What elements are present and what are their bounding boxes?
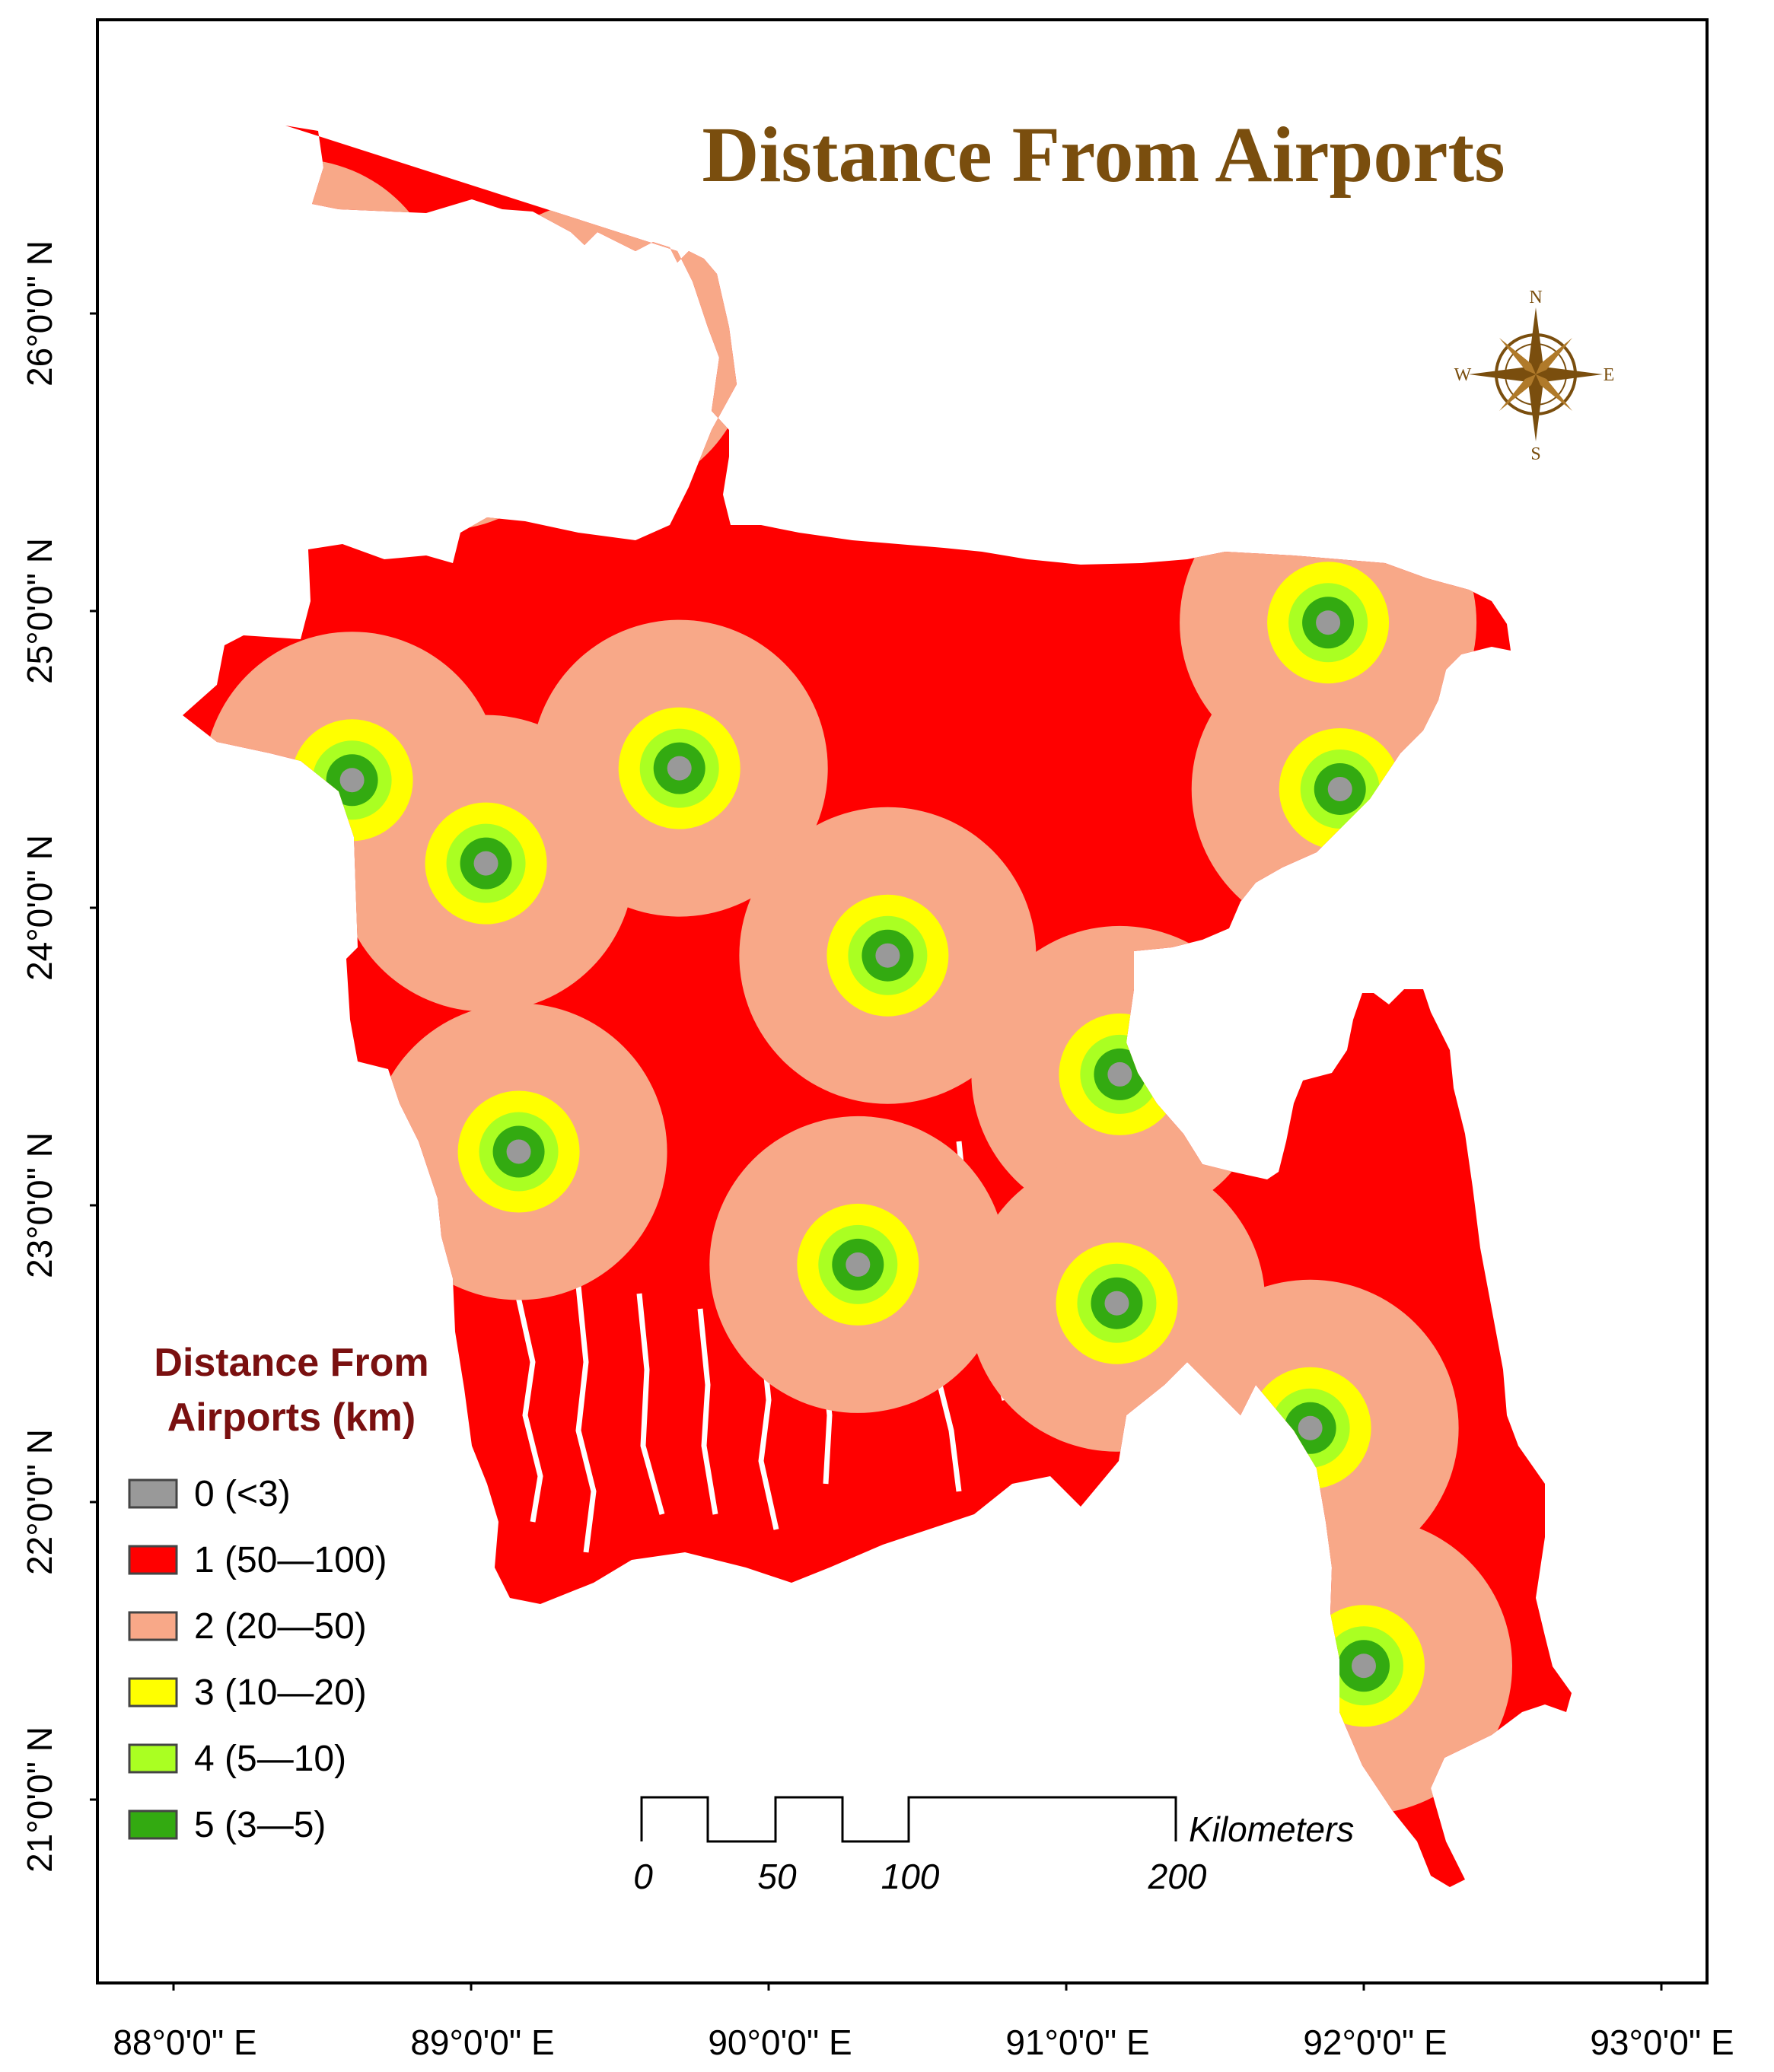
- airport-marker-14: [1352, 1653, 1376, 1679]
- airport-marker-7: [1327, 776, 1352, 801]
- legend-label-0: 0 (<3): [194, 1474, 291, 1514]
- scale-tick-50: 50: [757, 1857, 797, 1896]
- lat-label-24: 24°0'0" N: [20, 835, 59, 981]
- legend-label-1: 1 (50—100): [194, 1540, 387, 1580]
- lat-label-25: 25°0'0" N: [20, 538, 59, 684]
- legend-item-4: 4 (5—10): [128, 1739, 346, 1779]
- lon-label-88: 88°0'0" E: [113, 2023, 256, 2062]
- legend-label-2: 2 (20—50): [194, 1606, 367, 1647]
- airport-marker-9: [1107, 1061, 1132, 1087]
- lon-label-92: 92°0'0" E: [1303, 2023, 1447, 2062]
- lon-label-93: 93°0'0" E: [1590, 2023, 1734, 2062]
- airport-marker-12: [1104, 1291, 1129, 1316]
- legend-item-5: 5 (3—5): [128, 1805, 326, 1845]
- legend-swatch-3: [128, 1677, 178, 1708]
- legend-label-5: 5 (3—5): [194, 1805, 326, 1845]
- airport-marker-5: [473, 851, 498, 876]
- lon-label-90: 90°0'0" E: [708, 2023, 852, 2062]
- legend-swatch-2: [128, 1611, 178, 1641]
- airport-marker-3: [1316, 610, 1341, 635]
- legend-item-1: 1 (50—100): [128, 1540, 387, 1580]
- airport-marker-13: [1298, 1415, 1323, 1440]
- lon-label-91: 91°0'0" E: [1005, 2023, 1149, 2062]
- scale-tick-100: 100: [881, 1857, 940, 1896]
- legend-item-2: 2 (20—50): [128, 1606, 367, 1647]
- legend-label-4: 4 (5—10): [194, 1739, 346, 1779]
- airport-marker-6: [667, 756, 692, 781]
- latitude-axis: 26°0'0" N 25°0'0" N 24°0'0" N 23°0'0" N …: [20, 240, 97, 1873]
- legend-title-line2: Airports (km): [167, 1396, 416, 1440]
- airport-marker-11: [846, 1252, 871, 1277]
- lat-label-26: 26°0'0" N: [20, 240, 59, 387]
- map-title: Distance From Airports: [702, 111, 1505, 199]
- airport-marker-4: [339, 768, 365, 793]
- compass-east: E: [1604, 365, 1615, 385]
- longitude-axis: 88°0'0" E 89°0'0" E 90°0'0" E 91°0'0" E …: [113, 1983, 1734, 2062]
- compass-west: W: [1454, 365, 1472, 385]
- legend: Distance From Airports (km) 0 (<3) 1 (50—…: [128, 1341, 429, 1845]
- legend-swatch-5: [128, 1809, 178, 1840]
- scale-bar: [640, 1796, 1177, 1843]
- compass-north: N: [1529, 288, 1542, 307]
- legend-swatch-1: [128, 1545, 178, 1575]
- airport-marker-8: [875, 943, 900, 968]
- lat-label-22: 22°0'0" N: [20, 1429, 59, 1575]
- legend-swatch-0: [128, 1478, 178, 1509]
- lat-label-21: 21°0'0" N: [20, 1727, 59, 1873]
- lon-label-89: 89°0'0" E: [410, 2023, 554, 2062]
- legend-swatch-4: [128, 1743, 178, 1774]
- legend-item-3: 3 (10—20): [128, 1673, 367, 1713]
- legend-item-0: 0 (<3): [128, 1474, 291, 1514]
- scale-unit: Kilometers: [1189, 1809, 1354, 1849]
- compass-south: S: [1530, 444, 1540, 464]
- airport-marker-10: [506, 1139, 531, 1164]
- lat-label-23: 23°0'0" N: [20, 1132, 59, 1278]
- legend-title-line1: Distance From: [154, 1341, 428, 1385]
- compass-rose-icon: N S E W: [1454, 288, 1615, 464]
- scale-tick-200: 200: [1148, 1857, 1207, 1896]
- legend-label-3: 3 (10—20): [194, 1673, 367, 1713]
- scale-tick-0: 0: [633, 1857, 653, 1896]
